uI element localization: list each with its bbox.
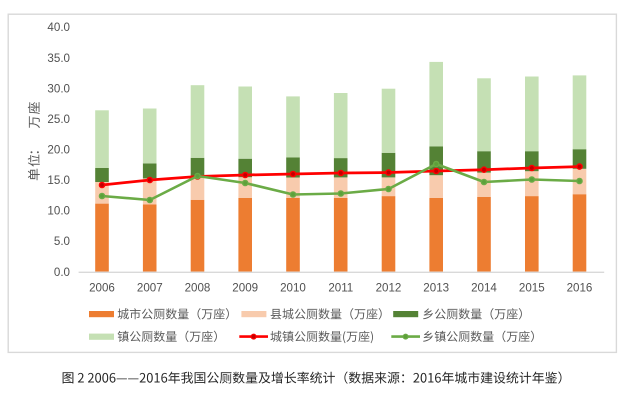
svg-text:2014: 2014 [471,282,497,295]
svg-text:2012: 2012 [376,282,402,295]
svg-text:2007: 2007 [137,282,163,295]
svg-text:25.0: 25.0 [47,113,70,126]
svg-text:40.0: 40.0 [47,21,70,34]
svg-text:35.0: 35.0 [47,52,70,65]
svg-text:2013: 2013 [423,282,449,295]
svg-text:0.0: 0.0 [54,266,70,279]
svg-text:30.0: 30.0 [47,82,70,95]
svg-text:2016: 2016 [567,282,593,295]
svg-text:2006: 2006 [89,282,115,295]
svg-text:2009: 2009 [232,282,258,295]
svg-text:2008: 2008 [185,282,211,295]
svg-text:10.0: 10.0 [47,205,70,218]
svg-text:2011: 2011 [328,282,353,295]
svg-text:20.0: 20.0 [47,144,70,157]
svg-text:5.0: 5.0 [54,235,70,248]
svg-text:2015: 2015 [519,282,545,295]
svg-text:2010: 2010 [280,282,306,295]
svg-text:15.0: 15.0 [47,174,70,187]
